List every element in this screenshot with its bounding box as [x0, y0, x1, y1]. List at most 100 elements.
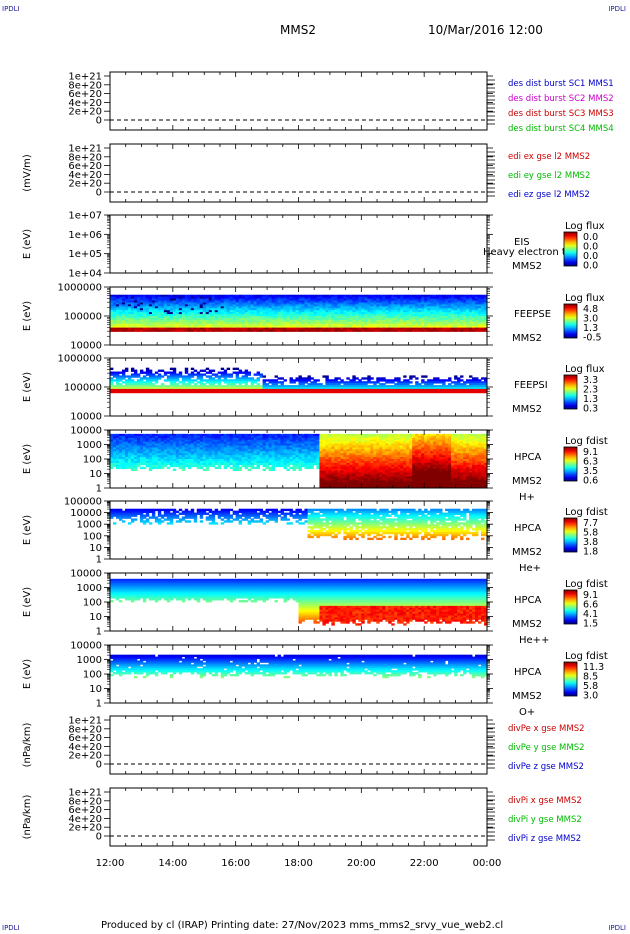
spectrogram-cell: [280, 329, 284, 332]
spectrogram-cell: [466, 327, 470, 330]
spectrogram-cell: [220, 462, 225, 466]
spectrogram-cell: [142, 381, 147, 384]
spectrogram-cell: [130, 304, 135, 307]
spectrogram-cell: [163, 433, 168, 437]
spectrogram-cell: [304, 325, 308, 328]
spectrogram-cell: [469, 316, 473, 319]
spectrogram-cell: [190, 437, 195, 441]
spectrogram-cell: [175, 308, 180, 311]
spectrogram-cell: [325, 327, 329, 330]
spectrogram-cell: [478, 329, 482, 332]
spectrogram-cell: [319, 325, 323, 328]
spectrogram-cell: [409, 390, 413, 394]
spectrogram-cell: [310, 312, 314, 315]
spectrogram-cell: [298, 379, 302, 382]
spectrogram-cell: [277, 327, 281, 330]
spectrogram-cell: [175, 445, 180, 448]
spectrogram-cell: [403, 319, 407, 323]
spectrogram-cell: [415, 321, 419, 325]
spectrogram-cell: [394, 390, 398, 394]
spectrogram-cell: [451, 385, 455, 388]
spectrogram-cell: [124, 453, 129, 456]
spectrogram-cell: [175, 312, 180, 315]
spectrogram-cell: [427, 390, 431, 394]
spectrogram-cell: [214, 385, 219, 388]
spectrogram-cell: [259, 321, 263, 325]
spectrogram-cell: [409, 388, 413, 392]
legend-entry: des dist burst SC2 MMS2: [508, 94, 614, 104]
spectrogram-cell: [178, 437, 183, 441]
spectrogram-cell: [169, 381, 174, 384]
spectrogram-cell: [133, 300, 138, 303]
spectrogram-cell: [154, 462, 159, 466]
spectrogram-cell: [385, 381, 389, 384]
spectrogram-cell: [409, 306, 413, 309]
spectrogram-cell: [394, 388, 398, 392]
spectrogram-cell: [466, 317, 470, 321]
spectrogram-cell: [208, 314, 213, 317]
spectrogram-cell: [334, 296, 338, 299]
spectrogram-cell: [325, 375, 329, 378]
spectrogram-cell: [349, 310, 353, 313]
spectrogram-cell: [199, 379, 204, 382]
spectrogram-cell: [331, 316, 335, 319]
spectrogram-cell: [166, 314, 171, 317]
spectrogram-cell: [193, 390, 198, 394]
spectrogram-cell: [112, 464, 117, 468]
spectrogram-cell: [397, 302, 401, 305]
spectrogram-cell: [379, 312, 383, 315]
spectrogram-cell: [142, 310, 147, 313]
spectrogram-cell: [358, 325, 362, 328]
spectrogram-cell: [310, 325, 314, 328]
spectrogram-cell: [310, 302, 314, 305]
spectrogram-cell: [208, 300, 213, 303]
spectrogram-cell: [289, 310, 293, 313]
spectrogram-cell: [292, 321, 296, 325]
spectrogram-cell: [154, 306, 159, 309]
spectrogram-cell: [148, 466, 153, 470]
spectrogram-cell: [145, 383, 150, 386]
spectrogram-cell: [379, 385, 383, 388]
spectrogram-cell: [433, 327, 437, 330]
spectrogram-cell: [427, 387, 431, 390]
spectrogram-cell: [457, 321, 461, 325]
spectrogram-cell: [160, 460, 165, 464]
spectrogram-cell: [409, 329, 413, 332]
spectrogram-cell: [118, 447, 123, 450]
spectrogram-cell: [124, 451, 129, 454]
spectrogram-cell: [112, 308, 117, 311]
spectrogram-cell: [154, 375, 159, 378]
spectrogram-cell: [364, 317, 368, 321]
spectrogram-cell: [226, 367, 231, 370]
spectrogram-cell: [199, 385, 204, 388]
spectrogram-cell: [358, 316, 362, 319]
spectrogram-cell: [274, 294, 278, 298]
y-tick-label: 10000: [70, 341, 102, 352]
spectrogram-cell: [178, 451, 183, 454]
spectrogram-cell: [157, 310, 162, 313]
spectrogram-cell: [151, 439, 156, 442]
spectrogram-cell: [121, 455, 126, 458]
spectrogram-cell: [250, 314, 255, 317]
spectrogram-cell: [139, 447, 144, 450]
spectrogram-cell: [445, 390, 449, 394]
spectrogram-cell: [154, 441, 159, 444]
spectrogram-cell: [130, 296, 135, 299]
spectrogram-cell: [319, 390, 323, 394]
spectrogram-cell: [142, 302, 147, 305]
spectrogram-cell: [238, 388, 243, 392]
spectrogram-cell: [184, 377, 189, 380]
spectrogram-cell: [391, 304, 395, 307]
colorbar-tick-label: 1.3: [583, 394, 598, 405]
spectrogram-cell: [163, 317, 168, 321]
spectrogram-cell: [187, 310, 192, 313]
spectrogram-cell: [238, 294, 243, 298]
spectrogram-cell: [121, 449, 126, 452]
spectrogram-cell: [238, 468, 243, 471]
spectrogram-cell: [400, 381, 404, 384]
spectrogram-cell: [163, 460, 168, 464]
colorbar-tick-label: 1.3: [583, 323, 598, 334]
colorbar-tick-label: 3.3: [583, 375, 598, 386]
spectrogram-cell: [175, 387, 180, 390]
spectrogram-cell: [169, 388, 174, 392]
